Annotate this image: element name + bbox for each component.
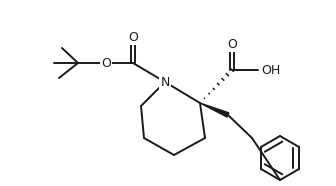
Text: OH: OH	[261, 63, 280, 76]
Text: N: N	[160, 76, 170, 89]
Polygon shape	[200, 103, 229, 117]
Text: O: O	[128, 31, 138, 44]
Text: O: O	[101, 57, 111, 70]
Text: O: O	[227, 38, 237, 51]
